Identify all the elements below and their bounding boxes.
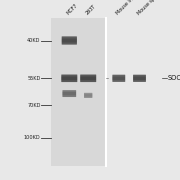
Text: 70KD: 70KD — [27, 103, 40, 108]
FancyBboxPatch shape — [112, 75, 125, 82]
FancyBboxPatch shape — [62, 36, 77, 45]
Text: 293T: 293T — [85, 4, 97, 16]
Text: Mouse spleen: Mouse spleen — [136, 0, 163, 16]
Text: 55KD: 55KD — [27, 76, 40, 81]
FancyBboxPatch shape — [80, 76, 96, 80]
FancyBboxPatch shape — [63, 92, 76, 95]
FancyBboxPatch shape — [80, 75, 96, 82]
FancyBboxPatch shape — [84, 94, 92, 97]
FancyBboxPatch shape — [51, 18, 106, 166]
Text: 40KD: 40KD — [27, 38, 40, 43]
Text: SOCS4: SOCS4 — [167, 75, 180, 81]
FancyBboxPatch shape — [106, 18, 162, 166]
FancyBboxPatch shape — [133, 76, 146, 80]
FancyBboxPatch shape — [133, 75, 146, 82]
FancyBboxPatch shape — [61, 75, 77, 82]
FancyBboxPatch shape — [84, 93, 92, 98]
FancyBboxPatch shape — [62, 76, 77, 80]
FancyBboxPatch shape — [112, 76, 125, 80]
Text: Mouse liver: Mouse liver — [115, 0, 139, 16]
FancyBboxPatch shape — [62, 90, 76, 97]
Text: 100KD: 100KD — [24, 135, 40, 140]
FancyBboxPatch shape — [62, 39, 77, 42]
Text: MCF7: MCF7 — [66, 3, 79, 16]
